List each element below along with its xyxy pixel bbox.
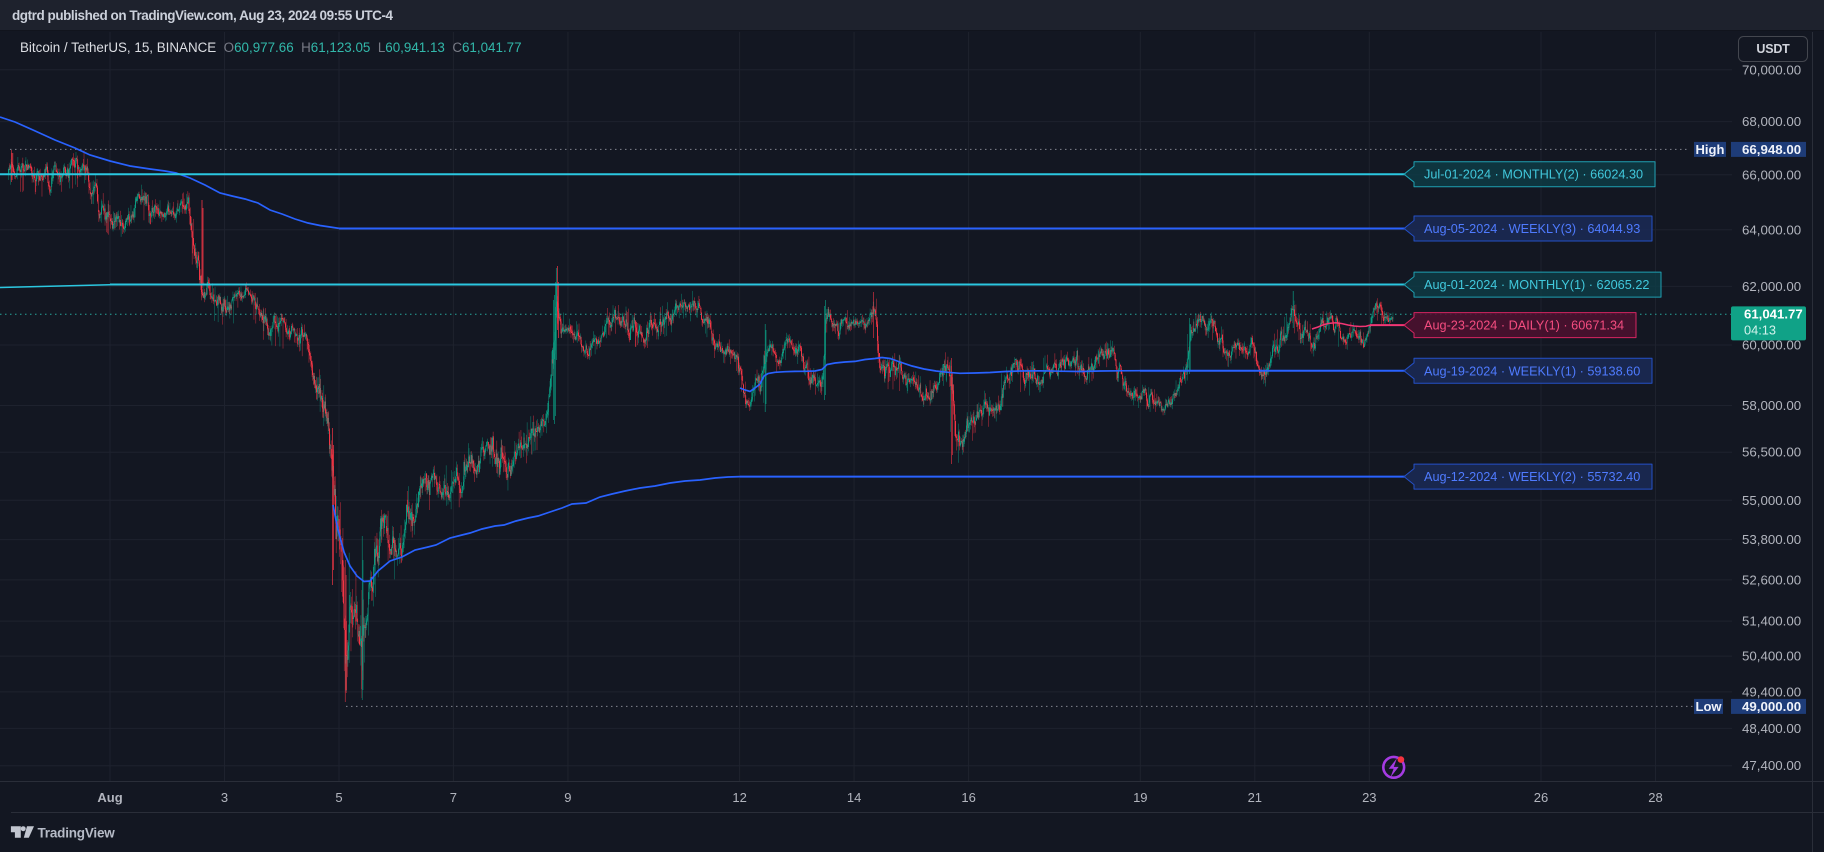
svg-text:51,400.00: 51,400.00	[1742, 614, 1801, 629]
svg-text:49,400.00: 49,400.00	[1742, 684, 1801, 699]
svg-text:9: 9	[564, 790, 571, 805]
svg-text:68,000.00: 68,000.00	[1742, 114, 1801, 129]
svg-text:48,400.00: 48,400.00	[1742, 721, 1801, 736]
svg-text:61,041.77: 61,041.77	[1744, 306, 1803, 321]
svg-text:16: 16	[961, 790, 975, 805]
svg-text:53,800.00: 53,800.00	[1742, 532, 1801, 547]
svg-text:Aug: Aug	[97, 790, 122, 805]
svg-text:52,600.00: 52,600.00	[1742, 572, 1801, 587]
svg-text:TradingView: TradingView	[38, 826, 116, 841]
svg-text:50,400.00: 50,400.00	[1742, 649, 1801, 664]
svg-text:66,000.00: 66,000.00	[1742, 167, 1801, 182]
svg-text:5: 5	[335, 790, 342, 805]
svg-text:Aug-23-2024 · DAILY(1) · 60671: Aug-23-2024 · DAILY(1) · 60671.34	[1424, 319, 1624, 333]
svg-text:62,000.00: 62,000.00	[1742, 279, 1801, 294]
svg-text:Aug-05-2024 · WEEKLY(3) · 6404: Aug-05-2024 · WEEKLY(3) · 64044.93	[1424, 222, 1640, 236]
svg-text:26: 26	[1534, 790, 1548, 805]
svg-text:49,000.00: 49,000.00	[1742, 699, 1801, 714]
svg-text:USDT: USDT	[1756, 42, 1790, 56]
svg-text:70,000.00: 70,000.00	[1742, 62, 1801, 77]
svg-text:55,000.00: 55,000.00	[1742, 493, 1801, 508]
svg-text:14: 14	[847, 790, 861, 805]
svg-text:7: 7	[450, 790, 457, 805]
svg-text:64,000.00: 64,000.00	[1742, 222, 1801, 237]
svg-text:12: 12	[732, 790, 746, 805]
svg-text:19: 19	[1133, 790, 1147, 805]
svg-text:47,400.00: 47,400.00	[1742, 758, 1801, 773]
svg-text:23: 23	[1362, 790, 1376, 805]
svg-text:56,500.00: 56,500.00	[1742, 445, 1801, 460]
svg-text:Jul-01-2024 · MONTHLY(2) · 660: Jul-01-2024 · MONTHLY(2) · 66024.30	[1424, 168, 1643, 182]
svg-text:28: 28	[1648, 790, 1662, 805]
svg-text:Aug-12-2024 · WEEKLY(2) · 5573: Aug-12-2024 · WEEKLY(2) · 55732.40	[1424, 470, 1640, 484]
svg-text:3: 3	[221, 790, 228, 805]
svg-text:Aug-19-2024 · WEEKLY(1) · 5913: Aug-19-2024 · WEEKLY(1) · 59138.60	[1424, 364, 1640, 378]
svg-text:04:13: 04:13	[1744, 322, 1776, 337]
svg-text:Low: Low	[1696, 699, 1723, 714]
svg-text:21: 21	[1248, 790, 1262, 805]
svg-text:58,000.00: 58,000.00	[1742, 398, 1801, 413]
svg-text:High: High	[1696, 142, 1725, 157]
svg-text:66,948.00: 66,948.00	[1742, 142, 1801, 157]
svg-text:Aug-01-2024 · MONTHLY(1) · 620: Aug-01-2024 · MONTHLY(1) · 62065.22	[1424, 278, 1649, 292]
svg-text:60,000.00: 60,000.00	[1742, 338, 1801, 353]
